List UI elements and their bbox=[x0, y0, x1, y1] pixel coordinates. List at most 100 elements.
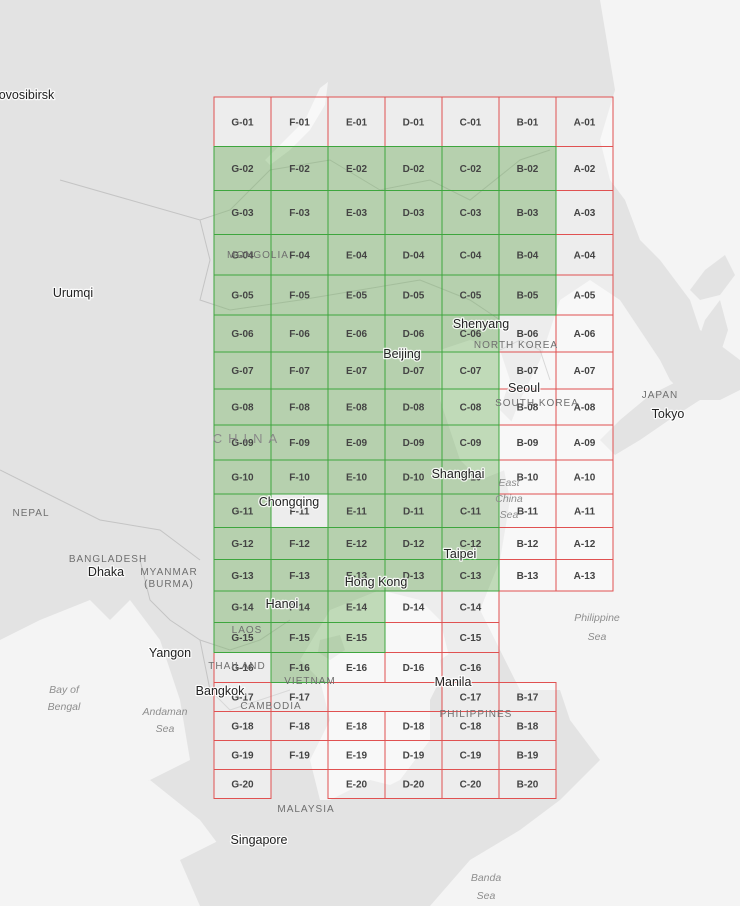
city-label: Yangon bbox=[149, 646, 191, 660]
tile-d-16[interactable] bbox=[384, 652, 443, 683]
tile-label: C-01 bbox=[460, 117, 482, 128]
tile-fill bbox=[271, 460, 328, 494]
tile-label: G-05 bbox=[231, 291, 254, 302]
tile-fill bbox=[385, 352, 442, 389]
tile-b-01[interactable] bbox=[498, 96, 557, 147]
tile-f-19[interactable] bbox=[270, 740, 329, 770]
tile-label: F-01 bbox=[289, 117, 310, 128]
tile-label: D-13 bbox=[403, 571, 425, 582]
tile-label: E-13 bbox=[346, 571, 368, 582]
tile-f-17[interactable] bbox=[270, 682, 329, 712]
tile-fill bbox=[271, 352, 328, 389]
tile-c-01[interactable] bbox=[441, 96, 500, 147]
tile-g-20[interactable] bbox=[213, 769, 272, 799]
tile-a-01[interactable] bbox=[555, 96, 614, 147]
tile-label: A-11 bbox=[574, 506, 596, 517]
tile-e-18[interactable] bbox=[327, 711, 386, 741]
tile-g-01[interactable] bbox=[213, 96, 272, 147]
tile-a-09[interactable] bbox=[555, 424, 614, 461]
tile-a-11[interactable] bbox=[555, 493, 614, 528]
tile-e-19[interactable] bbox=[327, 740, 386, 770]
tile-label: D-06 bbox=[403, 329, 425, 340]
country-label: SOUTH KOREA bbox=[495, 398, 579, 409]
tile-label: D-19 bbox=[403, 751, 425, 762]
tile-fill bbox=[214, 234, 271, 275]
tile-label: A-10 bbox=[574, 473, 596, 484]
tile-c-13[interactable] bbox=[441, 559, 500, 592]
tile-g-18[interactable] bbox=[213, 711, 272, 741]
tile-fill bbox=[385, 425, 442, 460]
city-label: Shanghai bbox=[432, 467, 485, 481]
tile-label: B-03 bbox=[517, 208, 539, 219]
tile-a-10[interactable] bbox=[555, 459, 614, 495]
tile-a-05[interactable] bbox=[555, 274, 614, 316]
tile-fill bbox=[271, 275, 328, 315]
tile-label: G-09 bbox=[231, 438, 254, 449]
tile-c-19[interactable] bbox=[441, 740, 500, 770]
tile-label: C-10 bbox=[460, 473, 482, 484]
tile-c-16[interactable] bbox=[441, 652, 500, 683]
tile-d-20[interactable] bbox=[384, 769, 443, 799]
tile-a-08[interactable] bbox=[555, 388, 614, 426]
tile-label: G-16 bbox=[231, 663, 254, 674]
tile-e-15[interactable] bbox=[327, 622, 386, 653]
tile-label: B-01 bbox=[517, 117, 539, 128]
tile-label: E-08 bbox=[346, 403, 368, 414]
tile-label: F-16 bbox=[289, 663, 310, 674]
tile-b-20[interactable] bbox=[498, 769, 557, 799]
sea-label: Banda Sea bbox=[471, 872, 502, 902]
tile-fill bbox=[271, 652, 328, 683]
tile-e-01[interactable] bbox=[327, 96, 386, 147]
tile-label: C-17 bbox=[460, 693, 482, 704]
tile-b-17[interactable] bbox=[498, 682, 557, 712]
tile-fill bbox=[499, 234, 556, 275]
tile-label: C-03 bbox=[460, 208, 482, 219]
tile-label: G-18 bbox=[231, 722, 254, 733]
tile-f-16[interactable] bbox=[270, 652, 329, 683]
tile-label: F-03 bbox=[289, 208, 310, 219]
tile-label: B-19 bbox=[517, 751, 539, 762]
tile-label: C-12 bbox=[460, 539, 482, 550]
city-label: Manila bbox=[435, 675, 472, 689]
tile-fill bbox=[499, 275, 556, 315]
tile-fill bbox=[499, 190, 556, 235]
tile-a-13[interactable] bbox=[555, 559, 614, 592]
tile-label: B-18 bbox=[517, 722, 539, 733]
tile-a-02[interactable] bbox=[555, 146, 614, 191]
city-label: Novosibirsk bbox=[0, 88, 55, 102]
tile-b-13[interactable] bbox=[498, 559, 557, 592]
country-label: NEPAL bbox=[12, 508, 49, 519]
tile-fill bbox=[385, 494, 442, 528]
tile-g-17[interactable] bbox=[213, 682, 272, 712]
tile-label: A-05 bbox=[574, 291, 596, 302]
tile-fill bbox=[442, 315, 499, 352]
tile-b-12[interactable] bbox=[498, 527, 557, 560]
tile-a-07[interactable] bbox=[555, 351, 614, 390]
tile-b-05[interactable] bbox=[498, 274, 557, 316]
tile-fill bbox=[442, 559, 499, 591]
tile-label: E-14 bbox=[346, 602, 368, 613]
tile-a-06[interactable] bbox=[555, 314, 614, 353]
tile-label: B-20 bbox=[517, 780, 539, 791]
tile-a-04[interactable] bbox=[555, 234, 614, 276]
tile-b-09[interactable] bbox=[498, 424, 557, 461]
tile-b-07[interactable] bbox=[498, 351, 557, 390]
tile-g-19[interactable] bbox=[213, 740, 272, 770]
tile-label: F-10 bbox=[289, 473, 310, 484]
tile-label: G-08 bbox=[231, 403, 254, 414]
tile-label: A-07 bbox=[574, 366, 596, 377]
tile-label: D-02 bbox=[403, 164, 425, 175]
sea-label: Bay of Bengal bbox=[48, 684, 81, 713]
tile-fill bbox=[442, 527, 499, 560]
tile-label: E-18 bbox=[346, 722, 368, 733]
tile-label: E-02 bbox=[346, 164, 368, 175]
tile-label: D-09 bbox=[403, 438, 425, 449]
tile-b-18[interactable] bbox=[498, 711, 557, 741]
tile-blank[interactable] bbox=[384, 622, 443, 653]
city-label: Tokyo bbox=[652, 407, 685, 421]
tile-a-03[interactable] bbox=[555, 190, 614, 235]
tile-c-17[interactable] bbox=[441, 682, 500, 712]
tile-label: G-01 bbox=[231, 117, 254, 128]
